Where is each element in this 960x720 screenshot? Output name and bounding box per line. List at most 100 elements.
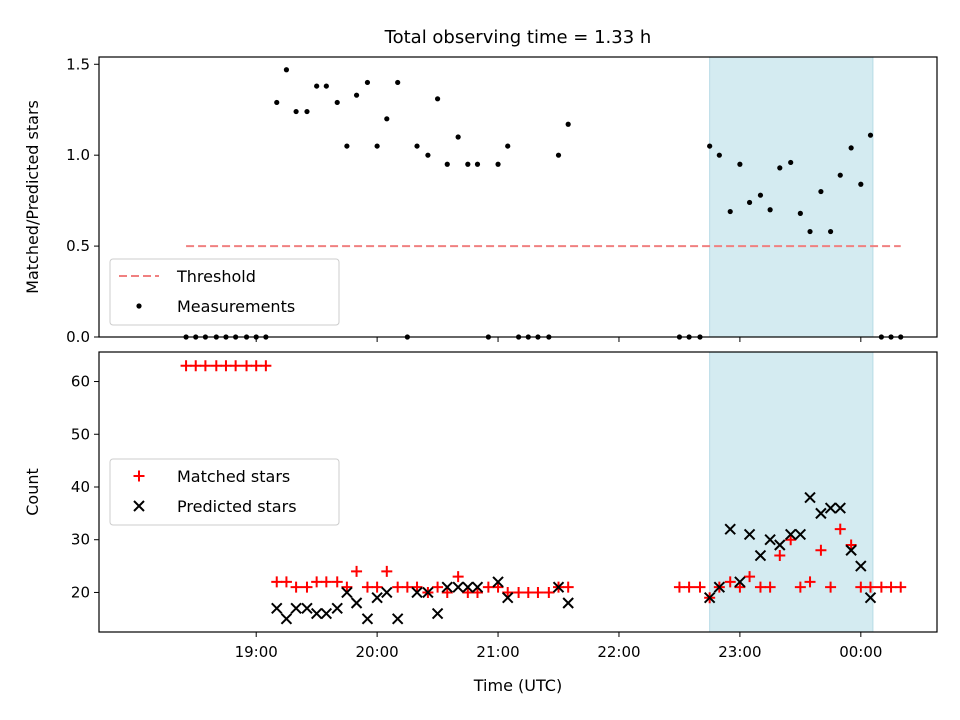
measurement-point [505, 143, 511, 149]
matched-star-point [241, 360, 253, 372]
matched-star-point [180, 360, 192, 372]
measurement-point [495, 161, 501, 167]
measurement-point [807, 228, 813, 235]
measurement-point [848, 145, 854, 151]
y-tick-label: 0.0 [66, 328, 90, 346]
predicted-star-point [824, 502, 837, 514]
matched-star-point [895, 581, 907, 593]
x-tick-label: 20:00 [356, 643, 399, 661]
predicted-star-point [310, 607, 323, 620]
matched-star-point [845, 539, 857, 551]
matched-star-point [199, 360, 211, 372]
matched-star-point [834, 523, 846, 535]
y-tick-label: 0.5 [66, 237, 90, 255]
legend-label: Threshold [176, 267, 256, 286]
predicted-star-point [724, 523, 736, 535]
matched-star-point [351, 565, 363, 577]
matched-star-point [794, 581, 806, 593]
predicted-star-point [743, 528, 756, 541]
matched-star-point [210, 360, 222, 372]
predicted-star-point [411, 586, 423, 599]
matched-star-point [734, 581, 746, 593]
matched-star-point [452, 571, 464, 583]
matched-star-point [311, 576, 323, 588]
legend-box [109, 258, 340, 326]
predicted-star-point [341, 586, 353, 599]
legend: Matched stars Predicted stars [109, 458, 340, 526]
measurement-point [788, 159, 794, 166]
predicted-star-point [441, 581, 453, 593]
measurement-point [444, 161, 450, 167]
measurement-point [395, 79, 401, 86]
y-tick-label: 40 [71, 478, 90, 496]
measurement-point [818, 188, 824, 195]
matched-star-point [815, 544, 827, 556]
matched-star-point [301, 581, 313, 593]
predicted-star-point [703, 592, 716, 604]
matched-star-point [220, 360, 232, 372]
predicted-star-point [855, 560, 867, 572]
predicted-star-point [290, 602, 302, 614]
matched-star-point [694, 581, 706, 593]
matched-star-point [401, 581, 413, 593]
matched-star-point [341, 581, 353, 593]
measurement-point [314, 83, 320, 89]
predicted-star-point [552, 581, 565, 593]
shaded-region [709, 56, 874, 338]
predicted-star-point [371, 592, 383, 604]
matched-star-point [744, 571, 756, 583]
matched-star-point [673, 581, 685, 593]
measurement-point [353, 92, 360, 98]
measurement-point [344, 143, 350, 149]
matched-star-point [271, 576, 283, 588]
matched-star-point [864, 581, 876, 593]
matched-star-point [280, 576, 292, 588]
y-axis-label: Count [23, 468, 42, 516]
predicted-star-point [815, 507, 827, 520]
measurement-point [837, 172, 843, 178]
matched-star-point [361, 581, 373, 593]
legend-box [109, 458, 340, 526]
measurement-point [374, 143, 380, 149]
measurement-point [757, 192, 764, 198]
matched-star-point [804, 576, 816, 588]
measurement-point [777, 165, 783, 171]
measurement-point [334, 99, 340, 106]
legend-label: Matched stars [177, 467, 290, 486]
measurement-point [565, 121, 571, 127]
measurement-point [767, 207, 773, 213]
y-axis-label: Matched/Predicted stars [23, 100, 42, 294]
measurement-point [323, 83, 329, 89]
matched-star-point [392, 581, 404, 593]
matched-star-point [411, 581, 423, 593]
predicted-star-point [381, 586, 393, 599]
matched-star-point [683, 581, 695, 593]
predicted-star-point [784, 528, 797, 541]
y-tick-label: 1.5 [66, 55, 90, 73]
measurement-point [293, 108, 299, 115]
y-tick-label: 20 [71, 583, 90, 601]
matched-star-point [825, 581, 837, 593]
matched-star-point [432, 581, 444, 593]
measurement-point [474, 161, 481, 167]
legend-predicted-swatch [133, 500, 145, 512]
matched-star-point [320, 576, 332, 588]
matched-star-point [522, 586, 534, 598]
predicted-star-point [331, 602, 343, 614]
matched-star-point [724, 576, 736, 588]
matched-star-point [885, 581, 897, 593]
chart-title: Total observing time = 1.33 h [384, 27, 652, 48]
measurement-point [737, 161, 743, 167]
matched-star-point [331, 576, 343, 588]
measurement-point [455, 134, 461, 140]
predicted-star-point [754, 549, 767, 562]
predicted-star-point [350, 597, 363, 609]
predicted-star-point [492, 576, 504, 588]
predicted-star-point [320, 607, 333, 620]
measurement-point [465, 161, 471, 167]
measurement-point [797, 210, 803, 216]
measurement-point [283, 67, 290, 73]
predicted-star-point [471, 581, 484, 593]
matched-star-point [250, 360, 262, 372]
matched-star-point [381, 565, 393, 577]
